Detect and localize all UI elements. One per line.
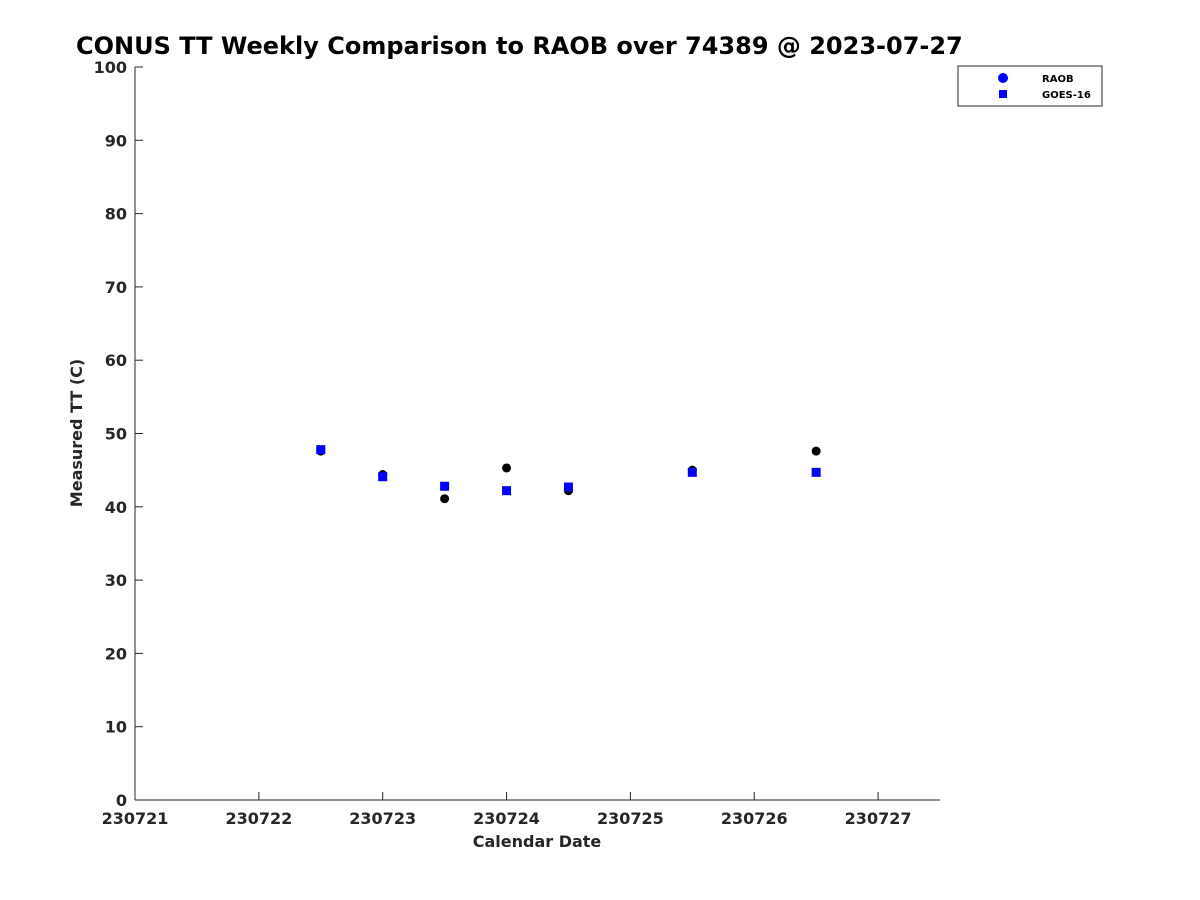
legend-box (957, 65, 1103, 107)
raob-point (440, 494, 450, 504)
x-tick-label: 230723 (349, 809, 416, 828)
goes16-point (563, 482, 573, 492)
y-tick-label: 0 (116, 791, 127, 810)
x-axis-label: Calendar Date (473, 832, 602, 851)
goes16-point (440, 481, 450, 491)
x-tick-label: 230724 (473, 809, 540, 828)
legend-raob-marker (998, 73, 1008, 83)
x-tick-label: 230727 (845, 809, 912, 828)
goes16-point (502, 486, 512, 496)
goes16-point (378, 472, 388, 482)
y-tick-label: 40 (105, 498, 127, 517)
y-tick-label: 20 (105, 644, 127, 663)
goes16-point (316, 445, 326, 455)
data-points (316, 445, 821, 504)
chart-title: CONUS TT Weekly Comparison to RAOB over … (76, 32, 963, 60)
y-tick-label: 70 (105, 278, 127, 297)
legend-raob-label: RAOB (1042, 74, 1074, 85)
x-tick-label: 230722 (225, 809, 292, 828)
y-tick-label: 10 (105, 718, 127, 737)
y-axis-label: Measured TT (C) (67, 359, 86, 507)
legend-goes16-marker (999, 90, 1007, 98)
y-tick-label: 30 (105, 571, 127, 590)
y-tick-label: 50 (105, 425, 127, 444)
goes16-point (687, 467, 697, 477)
y-tick-label: 90 (105, 131, 127, 150)
raob-point (502, 463, 512, 473)
y-tick-label: 60 (105, 351, 127, 370)
legend-goes16-label: GOES-16 (1042, 90, 1091, 101)
y-axis-ticks: 0 10 20 30 40 50 60 70 80 90 100 (94, 58, 143, 810)
goes16-point (811, 467, 821, 477)
x-axis-ticks: 230721 230722 230723 230724 230725 230726 2307… (102, 792, 912, 828)
raob-point (811, 446, 821, 456)
plot-area (135, 67, 940, 800)
y-tick-label: 100 (94, 58, 127, 77)
legend: RAOB GOES-16 (957, 65, 1103, 107)
x-tick-label: 230725 (597, 809, 664, 828)
y-tick-label: 80 (105, 205, 127, 224)
x-tick-label: 230721 (102, 809, 169, 828)
x-tick-label: 230726 (721, 809, 788, 828)
